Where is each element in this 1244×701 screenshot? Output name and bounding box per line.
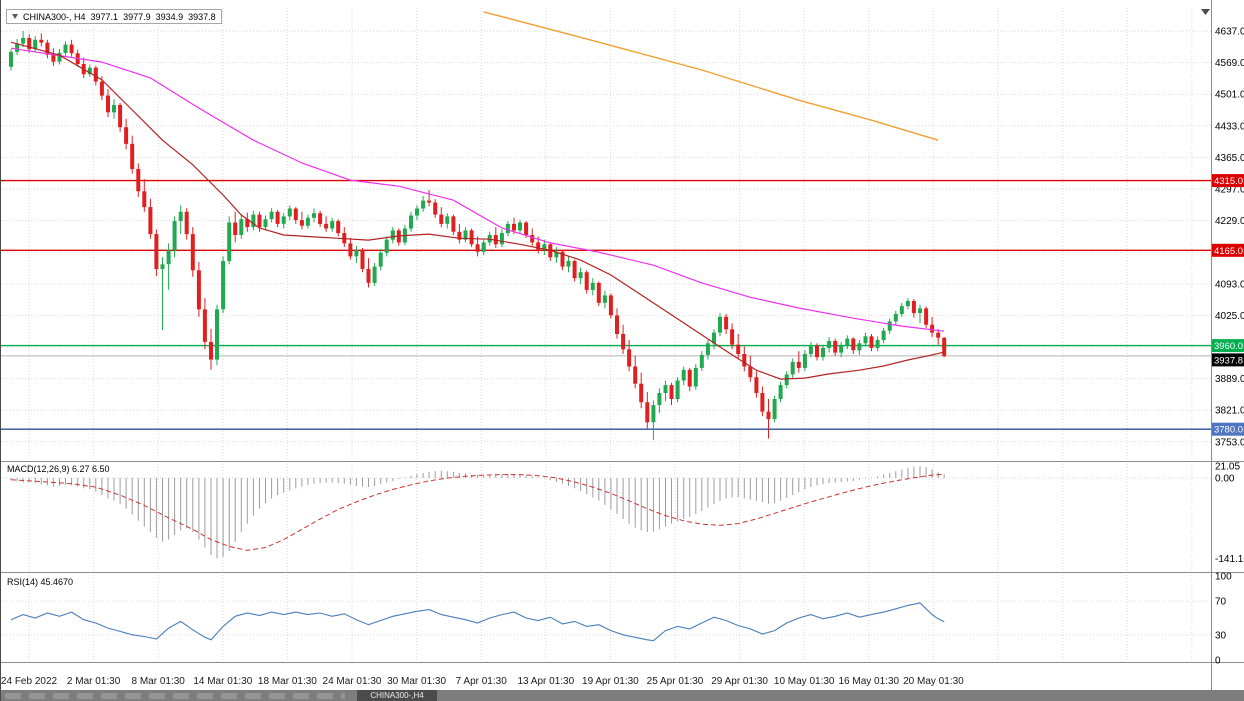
chart-grid xyxy=(1,8,1211,662)
symbol-dropdown-icon[interactable] xyxy=(12,14,18,19)
macd-indicator-label: MACD(12,26,9) 6.27 6.50 xyxy=(7,464,110,474)
candles xyxy=(9,31,947,440)
ohlc-low: 3934.9 xyxy=(155,11,184,22)
svg-text:7 Apr 01:30: 7 Apr 01:30 xyxy=(456,676,508,687)
svg-text:70: 70 xyxy=(1215,597,1227,608)
svg-text:25 Apr 01:30: 25 Apr 01:30 xyxy=(647,676,704,687)
current-price-badge: 3937.8 xyxy=(1212,353,1244,367)
svg-text:4165.0: 4165.0 xyxy=(1214,246,1243,257)
svg-text:4433.0: 4433.0 xyxy=(1215,121,1244,132)
svg-text:3821.0: 3821.0 xyxy=(1215,406,1244,417)
ohlc-open: 3977.1 xyxy=(90,11,119,22)
svg-text:24 Mar 01:30: 24 Mar 01:30 xyxy=(323,676,382,687)
svg-text:4365.0: 4365.0 xyxy=(1215,153,1244,164)
price-level-badge: 4165.0 xyxy=(1212,243,1244,257)
svg-text:13 Apr 01:30: 13 Apr 01:30 xyxy=(517,676,574,687)
rsi-line xyxy=(10,602,945,642)
svg-text:4315.0: 4315.0 xyxy=(1214,176,1243,187)
inactive-chart-tabs[interactable] xyxy=(5,693,345,699)
time-axis: 24 Feb 2022 2 Mar 01:30 8 Mar 01:30 14 Mar … xyxy=(1,676,964,687)
ma-fast-line xyxy=(10,41,945,380)
svg-text:14 Mar 01:30: 14 Mar 01:30 xyxy=(193,676,252,687)
svg-text:0: 0 xyxy=(1215,656,1221,667)
horizontal-price-lines[interactable] xyxy=(1,179,1211,430)
price-level-badge: 3780.0 xyxy=(1212,422,1244,436)
svg-text:30: 30 xyxy=(1215,630,1227,641)
ma-long-line xyxy=(483,11,939,141)
svg-text:4297.0: 4297.0 xyxy=(1215,185,1244,196)
svg-text:29 Apr 01:30: 29 Apr 01:30 xyxy=(711,676,768,687)
rsi-indicator-label: RSI(14) 45.4670 xyxy=(7,577,74,587)
ohlc-high: 3977.9 xyxy=(123,11,151,22)
svg-text:30 Mar 01:30: 30 Mar 01:30 xyxy=(387,676,446,687)
chart-shift-marker[interactable] xyxy=(1201,9,1210,15)
ohlc-close: 3937.8 xyxy=(188,11,216,22)
svg-text:-141.12: -141.12 xyxy=(1215,554,1244,565)
svg-text:3780.0: 3780.0 xyxy=(1214,425,1243,436)
svg-text:3753.0: 3753.0 xyxy=(1215,437,1244,448)
svg-text:4637.0: 4637.0 xyxy=(1215,27,1244,38)
svg-text:4501.0: 4501.0 xyxy=(1215,90,1244,101)
svg-text:21.05: 21.05 xyxy=(1215,462,1240,473)
macd-histogram xyxy=(10,466,945,559)
svg-text:100: 100 xyxy=(1215,572,1232,583)
svg-text:3889.0: 3889.0 xyxy=(1215,374,1244,385)
svg-text:4569.0: 4569.0 xyxy=(1215,58,1244,69)
chart-info-bar[interactable]: CHINA300-, H4 3977.1 3977.9 3934.9 3937.… xyxy=(6,9,222,24)
svg-text:24 Feb 2022: 24 Feb 2022 xyxy=(1,676,58,687)
price-level-badge: 4315.0 xyxy=(1212,174,1244,188)
chart-tab-active[interactable]: CHINA300-,H4 xyxy=(357,690,437,701)
svg-text:4229.0: 4229.0 xyxy=(1215,216,1244,227)
svg-text:19 Apr 01:30: 19 Apr 01:30 xyxy=(582,676,639,687)
svg-text:20 May 01:30: 20 May 01:30 xyxy=(903,676,964,687)
svg-text:2 Mar 01:30: 2 Mar 01:30 xyxy=(67,676,121,687)
macd-signal-line xyxy=(10,473,945,551)
svg-text:16 May 01:30: 16 May 01:30 xyxy=(838,676,899,687)
chart-tabs-bar: CHINA300-,H4 xyxy=(1,690,1244,701)
price-level-badge: 3960.0 xyxy=(1212,339,1244,353)
svg-text:4093.0: 4093.0 xyxy=(1215,279,1244,290)
price-axis: 4637.0 4569.0 4501.0 4433.0 4365.0 4297.0 4229… xyxy=(1215,27,1244,667)
svg-text:4025.0: 4025.0 xyxy=(1215,311,1244,322)
svg-text:3960.0: 3960.0 xyxy=(1214,341,1243,352)
svg-text:10 May 01:30: 10 May 01:30 xyxy=(774,676,835,687)
svg-text:0.00: 0.00 xyxy=(1215,474,1235,485)
chart-symbol-period: CHINA300-, H4 xyxy=(23,11,86,22)
svg-text:3937.8: 3937.8 xyxy=(1214,355,1243,366)
svg-text:8 Mar 01:30: 8 Mar 01:30 xyxy=(132,676,186,687)
ma-slow-line xyxy=(10,47,945,332)
svg-text:18 Mar 01:30: 18 Mar 01:30 xyxy=(258,676,317,687)
